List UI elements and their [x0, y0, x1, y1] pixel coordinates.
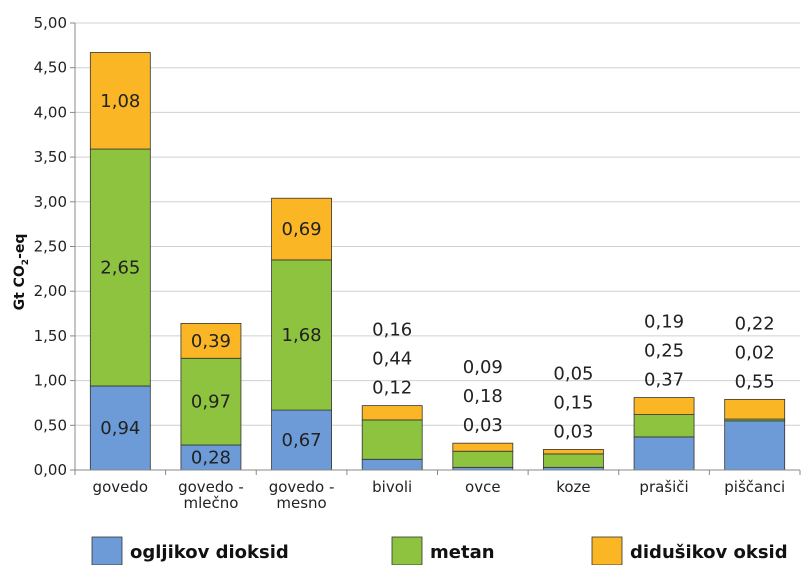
- legend-swatch: [591, 536, 623, 565]
- x-axis-categories: govedo govedo -mlečno govedo -mesno bivoli o…: [93, 478, 786, 512]
- legend-label: didušikov oksid: [630, 542, 788, 563]
- x-category-label: koze: [556, 478, 590, 496]
- data-label: 0,15: [553, 392, 593, 413]
- data-label: 0,28: [191, 447, 231, 468]
- x-category-label: govedo -mesno: [269, 478, 335, 512]
- data-label: 2,65: [100, 258, 140, 279]
- bar-segment-didušikov-oksid: [543, 449, 604, 455]
- data-label: 1,08: [100, 91, 140, 112]
- data-label: 0,97: [191, 392, 231, 413]
- legend: ogljikov dioksid metan didušikov oksid: [91, 536, 788, 565]
- bar-segment-didušikov-oksid: [724, 398, 786, 420]
- y-axis-label: Gt CO2-eq: [12, 234, 31, 311]
- legend-swatch: [91, 536, 123, 565]
- y-tick-label: 4,50: [34, 59, 67, 77]
- data-label: 0,16: [372, 320, 412, 341]
- y-tick-label: 2,00: [34, 282, 67, 300]
- bar-segment-ogljikov-dioksid: [361, 458, 423, 471]
- bars: 0,94 2,65 1,08 0,28 0,97 0,39 0,67 1,68 0,69 0,16…: [89, 52, 786, 471]
- data-label: 0,02: [735, 342, 775, 363]
- data-label: 0,67: [282, 430, 322, 451]
- bar-segment-didušikov-oksid: [271, 197, 332, 261]
- data-label: 0,09: [463, 357, 503, 378]
- data-label: 0,03: [463, 415, 503, 436]
- y-tick-label: 3,50: [34, 148, 67, 166]
- data-label: 1,68: [282, 325, 322, 346]
- bar-segment-ogljikov-dioksid: [633, 436, 695, 471]
- data-label: 0,03: [553, 421, 593, 442]
- data-label: 0,37: [644, 370, 684, 391]
- bar-segment-metan: [543, 453, 604, 468]
- y-axis-label-sub: 2: [21, 259, 31, 265]
- data-label: 0,22: [735, 313, 775, 334]
- y-tick-label: 2,50: [34, 238, 67, 256]
- data-label: 0,05: [553, 363, 593, 384]
- y-tick-label: 4,00: [34, 103, 67, 121]
- bar-segment-ogljikov-dioksid: [724, 420, 786, 471]
- x-category-label: govedo: [93, 478, 149, 496]
- bar-segment-didušikov-oksid: [89, 52, 151, 150]
- bar-segment-didušikov-oksid: [452, 442, 514, 452]
- bar-segment-metan: [633, 414, 695, 438]
- data-label: 0,18: [463, 386, 503, 407]
- bar-segment-didušikov-oksid: [180, 322, 242, 359]
- y-tick-label: 1,00: [34, 372, 67, 390]
- bar-segment-ogljikov-dioksid: [271, 409, 332, 471]
- bar-segment-ogljikov-dioksid: [89, 385, 151, 471]
- y-tick-label: 0,00: [34, 461, 67, 479]
- data-label: 0,69: [282, 219, 322, 240]
- x-category-label: bivoli: [372, 478, 412, 496]
- legend-label: metan: [430, 542, 495, 563]
- y-axis-ticks: 0,00 0,50 1,00 1,50 2,00 2,50 3,00 3,50 4,00 4,50…: [34, 14, 75, 479]
- legend-label: ogljikov dioksid: [130, 542, 289, 563]
- data-label: 0,44: [372, 349, 412, 370]
- bar-segment-didušikov-oksid: [361, 405, 423, 421]
- y-tick-label: 0,50: [34, 416, 67, 434]
- x-category-label: prašiči: [639, 478, 688, 496]
- data-label: 0,25: [644, 341, 684, 362]
- data-label: 0,39: [191, 331, 231, 352]
- bar-segment-metan: [180, 357, 242, 446]
- bar-segment-metan: [271, 259, 332, 411]
- x-category-label: ovce: [465, 478, 501, 496]
- x-category-label: piščanci: [724, 478, 785, 496]
- bar-segment-metan: [89, 148, 151, 387]
- data-label: 0,19: [644, 312, 684, 333]
- x-category-label: govedo -mlečno: [178, 478, 244, 512]
- legend-swatch: [391, 536, 423, 565]
- bar-segment-metan: [361, 419, 423, 460]
- bar-segment-didušikov-oksid: [633, 397, 695, 415]
- y-tick-label: 5,00: [34, 14, 67, 32]
- y-axis-label-tail: -eq: [12, 234, 28, 259]
- bar-segment-ogljikov-dioksid: [180, 444, 242, 471]
- y-axis-label-main: Gt CO: [12, 265, 28, 310]
- y-tick-label: 1,50: [34, 327, 67, 345]
- data-label: 0,12: [372, 378, 412, 399]
- data-label: 0,55: [735, 371, 775, 392]
- bar-segment-metan: [452, 450, 514, 468]
- data-label: 0,94: [100, 418, 140, 439]
- y-tick-label: 3,00: [34, 193, 67, 211]
